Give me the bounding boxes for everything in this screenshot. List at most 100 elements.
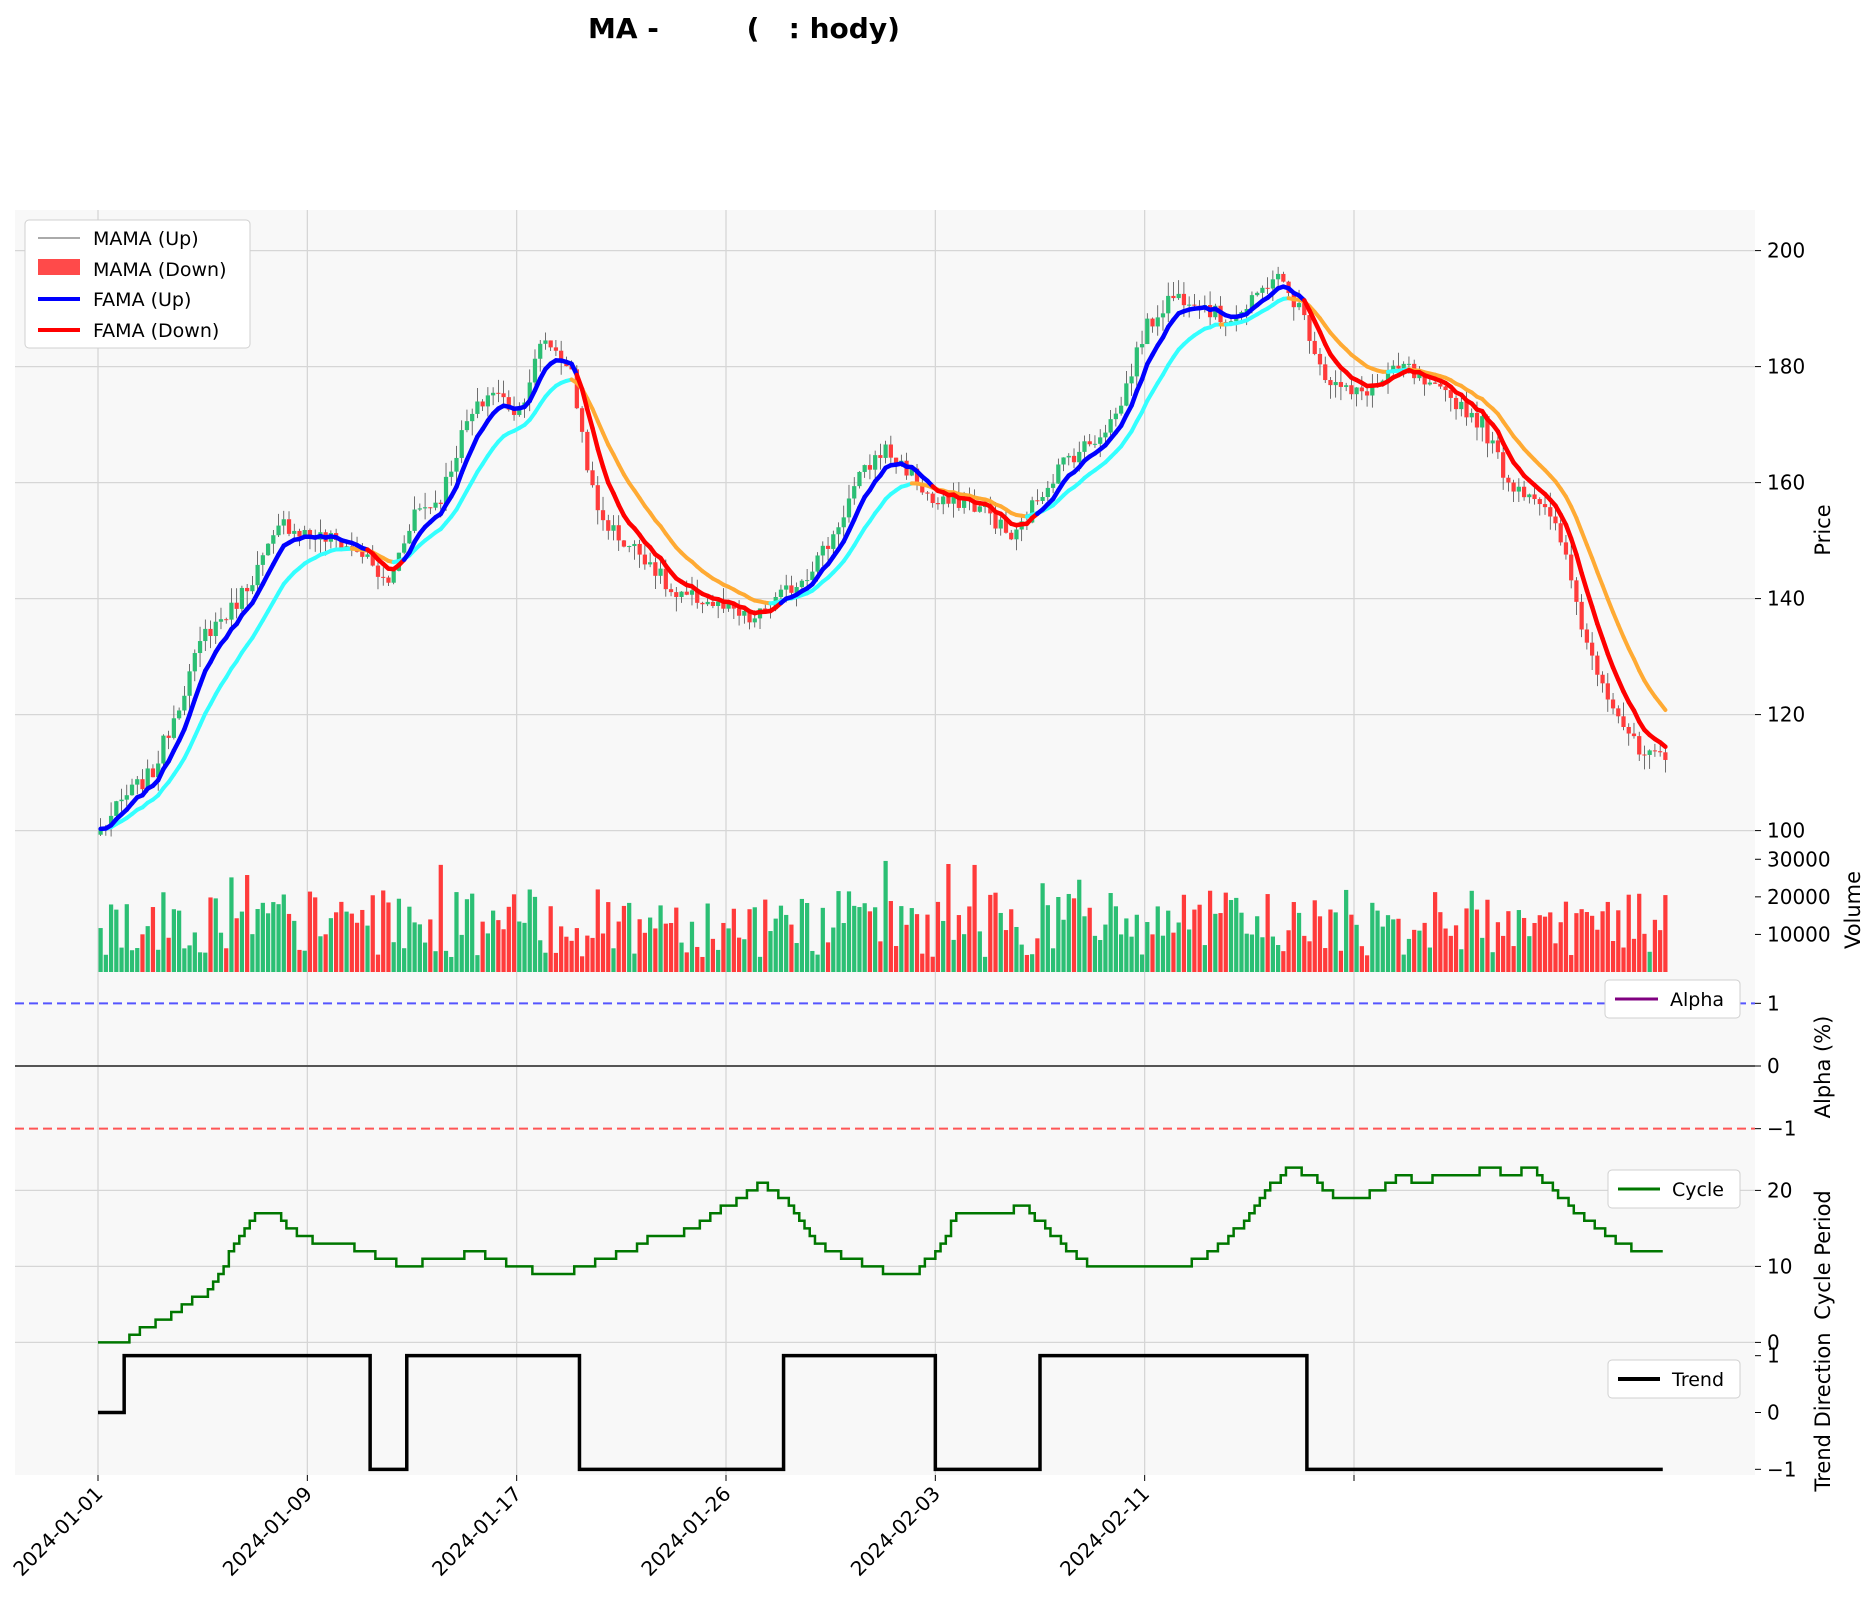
candle-body [752, 618, 757, 623]
volume-bar [1637, 893, 1642, 972]
candle-body [1542, 504, 1548, 508]
candle-body [1663, 752, 1668, 760]
candle-body [1485, 416, 1490, 444]
volume-bar [1108, 893, 1113, 972]
candle-body [1370, 384, 1375, 396]
candle-body [491, 392, 496, 396]
candle-body [941, 496, 946, 505]
volume-bar [956, 915, 961, 972]
volume-bar [920, 953, 925, 972]
volume-bar [873, 907, 878, 972]
candle-body [574, 369, 579, 409]
candle-body [276, 525, 281, 536]
candle-body [197, 641, 203, 654]
candle-body [878, 455, 883, 458]
volume-bar [1370, 902, 1375, 972]
volume-bar [1595, 929, 1600, 972]
volume-bar [799, 898, 804, 972]
candle-body [1255, 292, 1260, 296]
legend-trend: Trend [1671, 1369, 1724, 1391]
volume-bar [334, 912, 339, 972]
candle-body [1354, 387, 1359, 395]
candle-body [883, 444, 888, 458]
volume-bar [1244, 933, 1249, 972]
volume-bar [381, 890, 386, 972]
candle-body [1296, 303, 1302, 308]
trend-ytick-label: −1 [1767, 1457, 1796, 1481]
volume-bar [286, 913, 292, 972]
candle-body [1061, 457, 1066, 465]
volume-bar [752, 907, 757, 972]
volume-bar [386, 902, 391, 972]
candle-body [1448, 390, 1453, 398]
volume-bar [370, 895, 375, 972]
candle-body [1113, 413, 1118, 420]
fama-line-segment [192, 682, 203, 702]
volume-bar [695, 946, 700, 972]
candle-body [695, 590, 700, 603]
candle-body [1427, 382, 1432, 385]
candle-body [1150, 318, 1155, 327]
volume-bar [1160, 935, 1166, 972]
volume-bar [297, 949, 302, 972]
volume-bar [648, 917, 653, 972]
candle-body [1035, 500, 1040, 502]
volume-bar [1092, 935, 1098, 972]
candle-body [778, 589, 784, 597]
candle-body [1307, 315, 1312, 341]
candle-body [1616, 708, 1621, 717]
candle-body [579, 408, 585, 432]
volume-bar [454, 892, 459, 972]
volume-bar [1511, 946, 1516, 972]
candle-body [1406, 363, 1412, 365]
candle-body [1124, 383, 1129, 406]
volume-bar [124, 904, 129, 972]
volume-bar [1187, 929, 1192, 972]
legend-fama-up: FAMA (Up) [93, 289, 191, 311]
price-legend: MAMA (Up) MAMA (Down) FAMA (Up) FAMA (Do… [24, 219, 251, 349]
candle-body [203, 628, 208, 642]
volume-bar [250, 934, 255, 972]
volume-bar [145, 926, 150, 972]
cycle-ytick-label: 10 [1767, 1254, 1792, 1278]
volume-bar [967, 906, 972, 972]
volume-bar [255, 909, 260, 972]
candle-body [836, 527, 841, 535]
volume-bar [166, 937, 171, 972]
volume-bar [972, 864, 977, 972]
volume-bar [946, 864, 951, 972]
candle-body [1474, 412, 1480, 428]
candle-body [988, 505, 993, 514]
slow-line-segment [1621, 635, 1631, 651]
candle-body [648, 562, 653, 565]
volume-bar [904, 924, 909, 972]
candle-body [360, 551, 365, 557]
candle-body [140, 779, 145, 790]
volume-bar [548, 906, 553, 972]
volume-bar [1014, 926, 1019, 972]
fama-line-segment [574, 372, 585, 392]
candle-body [1621, 716, 1626, 727]
candle-body [370, 554, 375, 566]
volume-bar [1417, 930, 1422, 972]
volume-bar [156, 949, 161, 972]
candle-body [124, 795, 129, 800]
volume-bar [1228, 900, 1234, 972]
volume-bar [852, 905, 857, 972]
volume-bar [1422, 922, 1427, 972]
candle-body [1045, 487, 1050, 498]
volume-bar [1155, 906, 1160, 972]
volume-bar [161, 892, 166, 972]
fama-line-segment [1579, 570, 1590, 593]
volume-bar [962, 934, 967, 972]
candle-body [135, 779, 140, 785]
volume-bar [1218, 913, 1223, 972]
volume-bar [1003, 930, 1009, 972]
cycle-panel: 0 10 20 Cycle Period Cycle [15, 1160, 1835, 1354]
candle-body [307, 530, 313, 537]
volume-bar [747, 909, 752, 972]
candle-body [1438, 383, 1443, 387]
volume-bar [1521, 917, 1527, 972]
volume-bar [302, 950, 307, 972]
trend-line [98, 1353, 1663, 1472]
